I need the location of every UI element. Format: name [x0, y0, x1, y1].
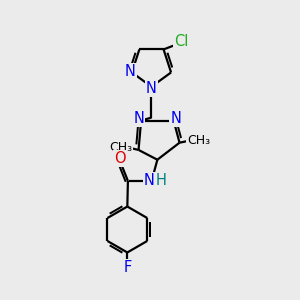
Text: CH₃: CH₃	[187, 134, 210, 147]
Text: N: N	[146, 81, 157, 96]
Text: O: O	[114, 151, 126, 166]
Text: CH₃: CH₃	[109, 141, 132, 154]
Text: N: N	[170, 111, 182, 126]
Text: N: N	[125, 64, 136, 80]
Text: N: N	[133, 111, 144, 126]
Text: N: N	[144, 173, 154, 188]
Text: F: F	[123, 260, 131, 275]
Text: Cl: Cl	[174, 34, 188, 49]
Text: H: H	[155, 173, 166, 188]
